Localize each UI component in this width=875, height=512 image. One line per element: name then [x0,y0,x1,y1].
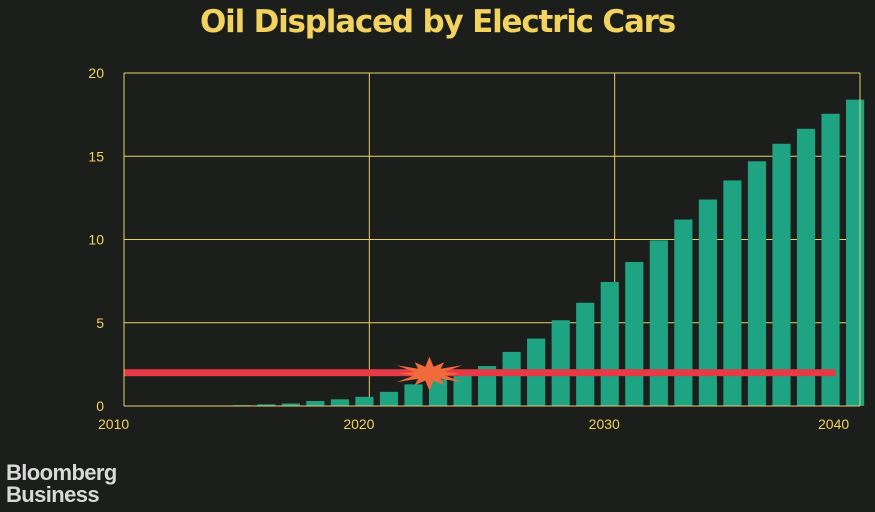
axis-tick-labels: 0 5 10 15 20 2010 2020 2030 2040 [88,65,849,432]
threshold-line [124,369,836,377]
x-tick-label: 2030 [589,416,620,432]
bar [281,403,300,406]
burst-icon [396,356,463,391]
y-tick-label: 10 [88,232,104,248]
bar-series [232,99,865,406]
bar [698,199,717,406]
bar [330,399,349,406]
bar [576,302,595,406]
bar [674,219,693,406]
bar [551,320,570,406]
bar [747,161,767,406]
brand-logo-line1: Bloomberg [6,460,117,485]
plot-frame [123,72,861,407]
bar [257,404,276,406]
y-tick-label: 0 [96,398,104,414]
bar [821,113,840,406]
bar [404,384,423,406]
threshold-marker [124,356,836,391]
bar [600,281,619,406]
bar [306,401,325,406]
bar [355,396,374,406]
bar [723,180,742,406]
x-tick-label: 2010 [98,416,129,432]
bar [625,261,644,406]
bar [649,240,668,406]
x-tick-label: 2040 [818,416,849,432]
bar [502,351,521,406]
bar [772,143,791,406]
y-tick-label: 15 [88,148,104,164]
bar [796,128,816,406]
bar [846,99,865,406]
bar [428,379,448,406]
brand-logo-line2: Business [6,482,100,507]
y-tick-label: 5 [96,315,104,331]
y-tick-label: 20 [88,65,104,81]
bar [453,372,472,406]
bar [379,391,399,406]
chart-title: Oil Displaced by Electric Cars [199,4,676,40]
x-tick-label: 2020 [343,416,374,432]
